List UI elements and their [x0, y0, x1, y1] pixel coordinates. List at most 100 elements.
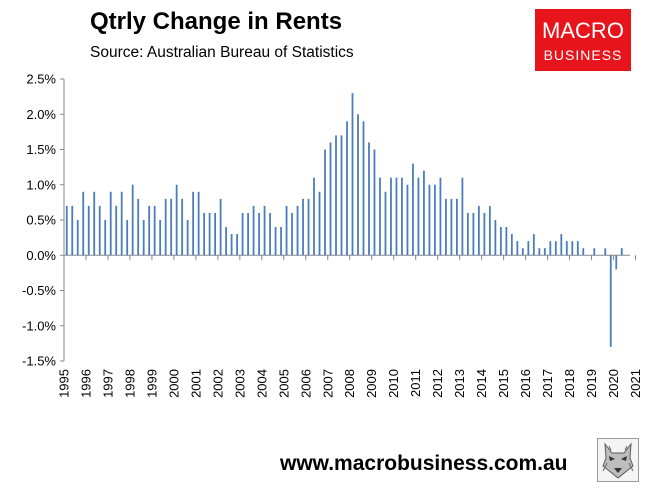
logo-line1: MACRO [542, 18, 624, 43]
bar [148, 205, 151, 256]
x-tick-label: 2008 [342, 369, 357, 398]
bar [203, 212, 206, 256]
x-tick-label: 2014 [474, 369, 489, 398]
bar [186, 220, 189, 256]
bar [488, 205, 491, 256]
y-tick-label: 2.5% [26, 72, 56, 87]
bar [423, 170, 425, 256]
bar [164, 198, 167, 256]
bar [510, 234, 513, 256]
x-tick-label: 2016 [518, 369, 533, 398]
bar [543, 248, 546, 256]
macrobusiness-logo: MACRO BUSINESS [535, 9, 631, 71]
y-tick-label: 1.5% [26, 142, 56, 157]
bar [527, 241, 530, 256]
x-tick-label: 2011 [408, 369, 423, 397]
x-tick-label: 2006 [298, 369, 313, 398]
x-axis: 1995 1996 1997 1998 1999 2000 2001 2002 2003 2004… [57, 254, 643, 398]
bar [604, 248, 607, 256]
bar [549, 241, 552, 256]
bar [71, 205, 74, 256]
bar [439, 177, 442, 256]
bar [170, 198, 173, 256]
chart-subtitle: Source: Australian Bureau of Statistics [90, 44, 354, 61]
bar [384, 191, 387, 256]
bar [126, 220, 129, 256]
bar [175, 184, 178, 256]
bar [258, 212, 260, 256]
bar [285, 205, 288, 256]
bar [219, 198, 222, 256]
bar [192, 191, 195, 256]
footer-url: www.macrobusiness.com.au [280, 452, 568, 475]
x-tick-label: 2009 [364, 369, 379, 398]
bar [252, 205, 255, 256]
bar [346, 121, 348, 256]
bar [445, 198, 447, 256]
bar [329, 142, 332, 256]
bar [615, 255, 618, 270]
bar [274, 227, 277, 256]
x-tick-label: 2021 [628, 369, 643, 398]
bar [82, 191, 85, 256]
bar [560, 234, 563, 256]
bar [576, 241, 579, 256]
x-tick-label: 1999 [144, 369, 159, 398]
y-tick-label: 0.5% [26, 213, 56, 228]
x-tick-label: 2004 [254, 369, 269, 398]
x-tick-label: 1996 [78, 369, 93, 398]
bar [280, 227, 282, 256]
bar [269, 212, 271, 256]
bar [197, 191, 200, 256]
y-tick-label: -0.5% [22, 283, 56, 298]
bar [225, 227, 228, 256]
bar [620, 248, 623, 256]
bar [472, 212, 475, 256]
bar [241, 212, 244, 256]
x-tick-label: 2003 [232, 369, 247, 398]
bar [516, 241, 519, 256]
bar [521, 248, 524, 256]
x-tick-label: 2020 [606, 369, 621, 398]
bar [313, 177, 315, 256]
bar [302, 198, 304, 256]
bar [368, 142, 370, 256]
bar [609, 255, 612, 347]
bar [395, 177, 398, 256]
x-tick-label: 1998 [122, 369, 137, 398]
bar [466, 212, 469, 256]
bar [236, 234, 238, 256]
bar [582, 248, 585, 256]
bar [538, 248, 541, 256]
bar [461, 177, 464, 256]
bar [230, 234, 233, 256]
logo-line2: BUSINESS [543, 47, 623, 63]
bar [532, 234, 535, 256]
bar [247, 212, 249, 256]
y-axis: 2.5% 2.0% 1.5% 1.0% 0.5% 0.0% -0.5% -1.0% -1.5% [22, 72, 65, 369]
bar [406, 184, 409, 256]
x-tick-label: 1997 [100, 369, 115, 398]
y-tick-label: 2.0% [26, 107, 56, 122]
x-tick-label: 2018 [562, 369, 577, 398]
x-tick-label: 2012 [430, 369, 445, 398]
bar [318, 191, 321, 256]
bar [428, 184, 431, 256]
bar [401, 177, 403, 256]
bar [477, 205, 480, 256]
x-tick-label: 2001 [188, 369, 203, 398]
bar [593, 248, 596, 256]
bar [109, 191, 112, 256]
bar [505, 227, 508, 256]
bar [450, 198, 453, 256]
bar [115, 205, 118, 256]
bar [120, 191, 123, 256]
bar [390, 177, 392, 256]
y-tick-label: -1.0% [22, 318, 56, 333]
wolf-icon [597, 438, 639, 482]
bar [335, 135, 337, 256]
bar [417, 177, 420, 256]
bar [153, 205, 156, 256]
bar [291, 212, 293, 256]
